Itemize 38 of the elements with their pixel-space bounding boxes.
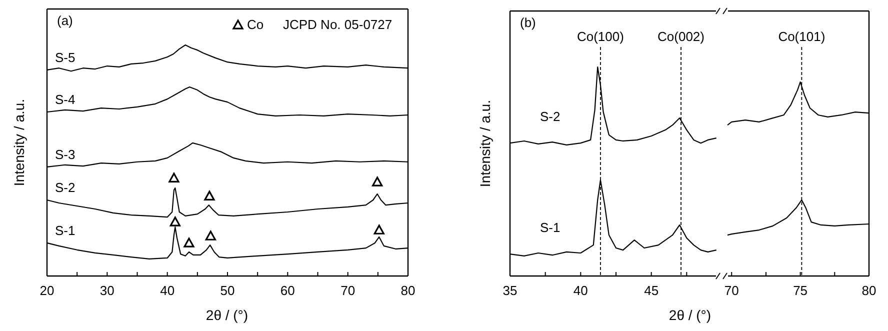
series-label: S-4 <box>55 92 76 107</box>
series-label: S-2 <box>540 109 560 124</box>
x-axis-title: 2θ / (°) <box>668 307 712 323</box>
point <box>184 238 194 248</box>
text: JCPD No. 05-0727 <box>283 17 392 32</box>
x-tick-label: 80 <box>400 283 416 298</box>
ref-line-label: Co(100) <box>576 29 624 44</box>
x-tick-label: 30 <box>100 283 114 298</box>
x-tick-label: 40 <box>573 283 588 298</box>
x-tick-label: 35 <box>502 283 518 298</box>
x-tick-label: 50 <box>220 283 235 298</box>
point <box>374 224 384 234</box>
y-axis-title: Intensity / a.u. <box>11 98 27 186</box>
chart-title: (a) <box>57 13 73 28</box>
series-label: S-5 <box>55 50 76 65</box>
series-label: S-1 <box>540 220 560 236</box>
point <box>204 190 215 200</box>
point <box>205 230 216 240</box>
y-axis-title: Intensity / a.u. <box>477 100 493 188</box>
x-tick-label: 70 <box>724 283 739 298</box>
x-axis-title: 2θ / (°) <box>206 307 248 323</box>
x-tick-label: 75 <box>793 283 808 298</box>
series-label: S-1 <box>55 222 76 238</box>
ref-line-label: Co(002) <box>658 29 704 44</box>
x-tick-label: 45 <box>644 283 659 298</box>
point <box>372 176 383 186</box>
series-label: S-2 <box>55 180 76 195</box>
chart-title: (b) <box>520 15 536 30</box>
x-tick-label: 20 <box>40 283 54 298</box>
ref-line-label: Co(101) <box>778 29 826 44</box>
x-tick-label: 40 <box>160 283 175 298</box>
x-tick-label: 60 <box>280 283 295 298</box>
point <box>168 172 180 182</box>
x-tick-label: 80 <box>862 283 876 298</box>
x-tick-label: 70 <box>340 283 356 298</box>
legend-label: Co <box>247 17 264 32</box>
point <box>170 216 180 226</box>
series-label: S-3 <box>55 146 76 162</box>
